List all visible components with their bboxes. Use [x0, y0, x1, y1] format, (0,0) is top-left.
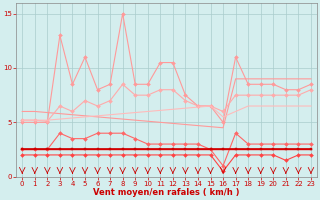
X-axis label: Vent moyen/en rafales ( km/h ): Vent moyen/en rafales ( km/h ) — [93, 188, 240, 197]
